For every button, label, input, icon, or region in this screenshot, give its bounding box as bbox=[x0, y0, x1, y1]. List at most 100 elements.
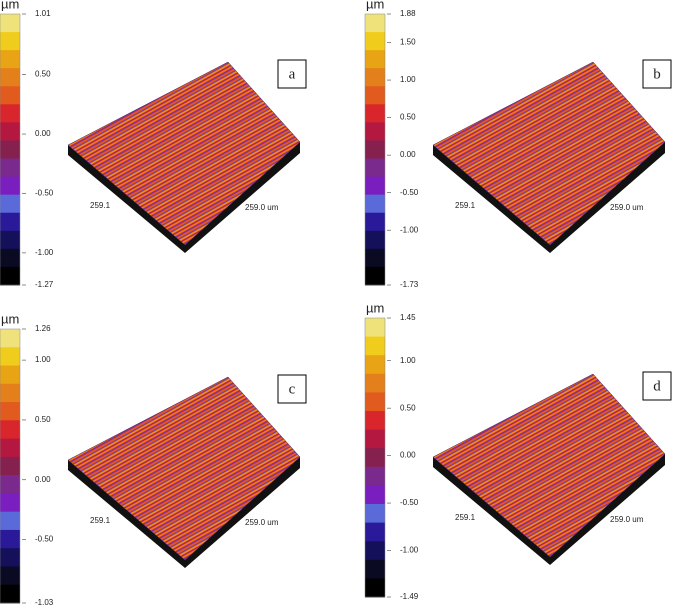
colorbar-band bbox=[0, 365, 20, 385]
colorbar-tick-label: 0.50 bbox=[400, 113, 416, 122]
colorbar-band bbox=[0, 140, 20, 160]
colorbar-tick-label: -1.27 bbox=[35, 280, 54, 289]
colorbar-band bbox=[365, 485, 385, 505]
colorbar-band bbox=[0, 566, 20, 586]
colorbar-tick-label: -1.00 bbox=[400, 546, 419, 555]
colorbar-band bbox=[0, 212, 20, 232]
colorbar-band bbox=[365, 336, 385, 356]
colorbar-band bbox=[365, 212, 385, 232]
colorbar-band bbox=[365, 578, 385, 598]
colorbar-tick-label: -1.49 bbox=[400, 592, 419, 601]
surface-top bbox=[67, 61, 301, 246]
colorbar-band bbox=[0, 50, 20, 69]
colorbar-band bbox=[365, 448, 385, 468]
panel: µm 1.01 0.50 0.00 -0.50 -1.00 -1.27 259.1 259.0 … bbox=[0, 0, 307, 289]
colorbar-band bbox=[0, 86, 20, 105]
y-axis-label: 259.0 um bbox=[245, 518, 279, 527]
colorbar-band bbox=[0, 347, 20, 367]
colorbar-tick-label: -1.73 bbox=[400, 280, 419, 289]
colorbar-band bbox=[0, 475, 20, 494]
colorbar-tick-label: 0.00 bbox=[400, 150, 416, 159]
panel-label-box bbox=[642, 59, 672, 89]
colorbar-tick-label: -0.50 bbox=[35, 535, 54, 544]
colorbar-tick-label: -1.00 bbox=[400, 225, 419, 234]
colorbar-band bbox=[0, 122, 20, 141]
panel: µm 1.26 1.00 0.50 0.00 -0.50 -1.03 259.1 259.0 u… bbox=[0, 311, 307, 607]
x-axis-label: 259.1 bbox=[455, 201, 476, 210]
colorbar-band bbox=[0, 402, 20, 421]
colorbar-band bbox=[365, 355, 385, 375]
colorbar-band bbox=[365, 266, 385, 286]
colorbar-band bbox=[365, 559, 385, 579]
panel-label: a bbox=[289, 66, 296, 82]
unit-label: µm bbox=[1, 311, 19, 326]
panel-label: c bbox=[289, 381, 296, 397]
colorbar-band bbox=[0, 32, 20, 51]
colorbar-tick-label: 1.00 bbox=[400, 356, 416, 365]
colorbar-band bbox=[365, 248, 385, 268]
unit-label: µm bbox=[366, 0, 384, 11]
colorbar-band bbox=[365, 194, 385, 214]
colorbar-band bbox=[0, 158, 20, 178]
panel: µm 1.88 1.50 1.00 0.50 0.00 -0.50 -1.00 -1.73 259… bbox=[364, 0, 672, 289]
colorbar-band bbox=[0, 194, 20, 214]
colorbar-tick-label: -0.50 bbox=[400, 188, 419, 197]
colorbar-band bbox=[0, 438, 20, 458]
panel-label: d bbox=[653, 378, 661, 394]
colorbar-tick-label: 1.88 bbox=[400, 9, 416, 18]
colorbar-band bbox=[365, 392, 385, 412]
colorbar-band bbox=[365, 32, 385, 51]
colorbar-tick-label: -1.00 bbox=[35, 248, 54, 257]
y-axis-label: 259.0 um bbox=[610, 203, 644, 212]
panel-label-box bbox=[642, 371, 672, 401]
colorbar-band bbox=[365, 429, 385, 449]
colorbar-band bbox=[365, 122, 385, 141]
colorbar-band bbox=[365, 373, 385, 393]
y-axis-label: 259.0 um bbox=[610, 515, 644, 524]
colorbar-band bbox=[0, 493, 20, 513]
colorbar-frame bbox=[364, 13, 386, 286]
colorbar-tick-label: 0.50 bbox=[400, 403, 416, 412]
colorbar-band bbox=[365, 230, 385, 250]
colorbar-band bbox=[0, 230, 20, 250]
colorbar-band bbox=[0, 456, 20, 476]
colorbar-tick-label: 0.00 bbox=[400, 451, 416, 460]
colorbar-band bbox=[365, 14, 385, 33]
x-axis-label: 259.1 bbox=[455, 513, 476, 522]
colorbar-band bbox=[365, 176, 385, 196]
colorbar-band bbox=[365, 68, 385, 87]
colorbar-band bbox=[365, 504, 385, 524]
colorbar-band bbox=[365, 411, 385, 431]
unit-label: µm bbox=[366, 300, 384, 315]
colorbar-band bbox=[0, 420, 20, 440]
colorbar-band bbox=[365, 541, 385, 561]
colorbar-band bbox=[0, 248, 20, 268]
colorbar-band bbox=[365, 318, 385, 338]
colorbar-tick-label: 1.00 bbox=[35, 355, 51, 364]
surface-top bbox=[67, 376, 301, 561]
colorbar-band bbox=[0, 68, 20, 87]
colorbar-tick-label: 1.00 bbox=[400, 75, 416, 84]
colorbar-band bbox=[365, 158, 385, 178]
colorbar-band bbox=[0, 584, 20, 604]
colorbar-tick-label: 1.50 bbox=[400, 38, 416, 47]
colorbar-band bbox=[365, 140, 385, 160]
colorbar-band bbox=[0, 383, 20, 403]
colorbar-tick-label: 0.50 bbox=[35, 70, 51, 79]
panel-label-box bbox=[277, 59, 307, 89]
colorbar-band bbox=[365, 522, 385, 542]
surface-top bbox=[432, 61, 666, 246]
unit-label: µm bbox=[1, 0, 19, 11]
colorbar-tick-label: 0.00 bbox=[35, 475, 51, 484]
colorbar-frame bbox=[364, 317, 386, 598]
colorbar-band bbox=[0, 548, 20, 567]
colorbar-tick-label: -1.03 bbox=[35, 598, 54, 606]
colorbar-band bbox=[0, 529, 20, 549]
x-axis-label: 259.1 bbox=[90, 201, 111, 210]
colorbar-band bbox=[0, 511, 20, 531]
surface-top bbox=[432, 373, 666, 558]
colorbar-band bbox=[365, 50, 385, 69]
panel: µm 1.45 1.00 0.50 0.00 -0.50 -1.00 -1.49 259.1 25… bbox=[364, 300, 672, 601]
colorbar-tick-label: 0.50 bbox=[35, 415, 51, 424]
